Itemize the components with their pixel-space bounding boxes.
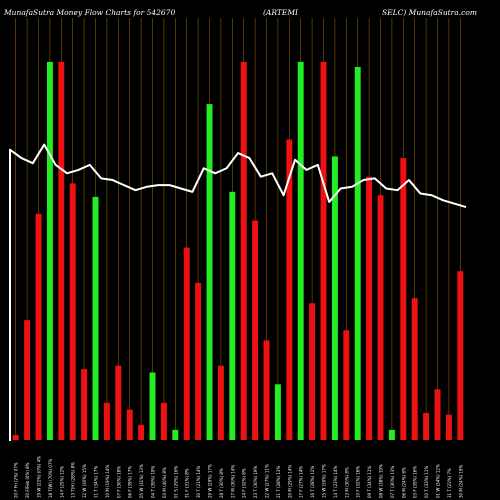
- bar-16: [183, 247, 190, 440]
- bar-21: [240, 61, 247, 440]
- bar-35: [400, 158, 407, 440]
- x-tick-label: 30 T (21%) 14%: [196, 466, 201, 498]
- x-tick-label: 14 T (23%) 14%: [333, 466, 338, 498]
- bar-33: [377, 195, 384, 440]
- bar-22: [252, 220, 259, 440]
- bar-18: [206, 104, 213, 440]
- x-tick-label: 08 W (38%) 19%: [379, 464, 384, 498]
- bars: [12, 61, 464, 441]
- x-tick-label: 16 T (28%) 12%: [310, 466, 315, 498]
- x-tick-label: 07 T (30%) 13%: [390, 466, 395, 498]
- x-tick-label: 11 T (34%) 17%: [94, 466, 99, 498]
- money-flow-line: [9, 143, 467, 441]
- x-tick-label: 23 T (30%) 19%: [253, 466, 258, 498]
- bar-1: [12, 434, 19, 440]
- x-tick-label: 17 F (27%) 14%: [299, 466, 304, 498]
- x-tick-label: 04 T (39%) 19%: [151, 466, 156, 498]
- x-tick-label: 28 T (30%) 8%: [219, 468, 224, 498]
- bar-4: [46, 61, 53, 440]
- bar-9: [103, 402, 110, 440]
- x-tick-label: 31 F (31%) 8%: [185, 468, 190, 498]
- x-tick-label: 06 F (39%) 17%: [128, 466, 133, 498]
- x-tick-label: 01 S (29%) 16%: [173, 465, 178, 498]
- bar-12: [138, 424, 145, 440]
- bar-34: [388, 429, 395, 440]
- x-tick-label: 14 F (25%) 12%: [59, 466, 64, 498]
- x-tick-label: 06 M (24%) 8%: [401, 467, 406, 498]
- bar-37: [423, 412, 430, 440]
- x-tick-label: 10 M (19%) 14%: [105, 465, 110, 498]
- bar-11: [126, 409, 133, 440]
- bar-24: [274, 384, 281, 440]
- bar-3: [35, 213, 42, 440]
- bar-15: [172, 429, 179, 440]
- bar-38: [434, 389, 441, 440]
- x-tick-label: 20 F/Feb (0%) 8%: [25, 462, 30, 498]
- bar-14: [160, 402, 167, 440]
- x-tick-label: 19 W (22%) (0%) 4%: [37, 456, 42, 498]
- x-tick-label: 29 W (29%) 17%: [208, 464, 213, 498]
- x-tick-label: 20 M (29%) 14%: [287, 465, 292, 498]
- x-tick-label: 13 M (30%) 8%: [344, 467, 349, 498]
- x-tick-label: 13 T(H) (28%) 8%: [71, 462, 76, 498]
- x-tick-label: 02 T (33%) 11%: [424, 466, 429, 498]
- x-tick-label: 09 T (34%) 11%: [367, 466, 372, 498]
- chart-title-right: SELC) MunafaSutra.com: [382, 8, 477, 17]
- x-tick-label: 30 M (24%) 19%: [458, 465, 463, 498]
- x-tick-label: 03 M (40%) 8%: [162, 467, 167, 498]
- bar-2: [24, 320, 31, 440]
- bar-29: [331, 156, 338, 441]
- bar-36: [411, 298, 418, 440]
- x-tick-label: 12 W (30%) 15%: [82, 464, 87, 498]
- x-tick-label: 20 F Fri (2%) 07%: [14, 462, 19, 498]
- x-tick-labels: 20 F Fri (2%) 07% 20 F/Feb (0%) 8% 19 W (2…: [14, 456, 464, 498]
- chart-title-middle: (ARTEMI: [263, 8, 298, 17]
- chart-title-left: MunafaSutra Money Flow Charts for 542670: [4, 8, 176, 17]
- bar-10: [115, 365, 122, 440]
- bar-40: [457, 271, 464, 440]
- bar-6: [69, 183, 76, 441]
- x-tick-label: 18 T(W) (70%) 07%: [48, 458, 53, 498]
- bar-28: [320, 61, 327, 440]
- x-tick-label: 03 F (35%) 16%: [413, 466, 418, 498]
- bar-5: [58, 61, 65, 440]
- bar-20: [229, 191, 236, 440]
- bar-19: [217, 365, 224, 440]
- bar-23: [263, 340, 270, 440]
- bar-13: [149, 372, 156, 440]
- bar-26: [297, 61, 304, 440]
- x-tick-label: 24 F (32%) 8%: [242, 468, 247, 498]
- x-tick-label: 01 W (34%) 12%: [436, 464, 441, 498]
- x-tick-label: 27 M (30%) 14%: [230, 465, 235, 498]
- bar-30: [343, 330, 350, 440]
- bar-17: [195, 283, 202, 440]
- bar-27: [309, 303, 316, 440]
- x-tick-label: 10 F (32%) 16%: [356, 466, 361, 498]
- x-tick-label: 22 W (27%) 11%: [265, 464, 270, 498]
- x-tick-label: 07 F (30%) 18%: [116, 466, 121, 498]
- bar-25: [286, 139, 293, 441]
- bar-32: [366, 176, 373, 441]
- x-tick-label: 15 W (30%) 17%: [322, 464, 327, 498]
- x-tick-label: 05 W (31%) 13%: [139, 464, 144, 498]
- x-tick-label: 21 T (28%) 13%: [276, 466, 281, 498]
- bar-7: [81, 369, 88, 440]
- bar-8: [92, 196, 99, 440]
- bar-39: [445, 414, 452, 440]
- bar-31: [354, 66, 361, 440]
- x-tick-label: 31 T (23%) 7%: [447, 468, 452, 498]
